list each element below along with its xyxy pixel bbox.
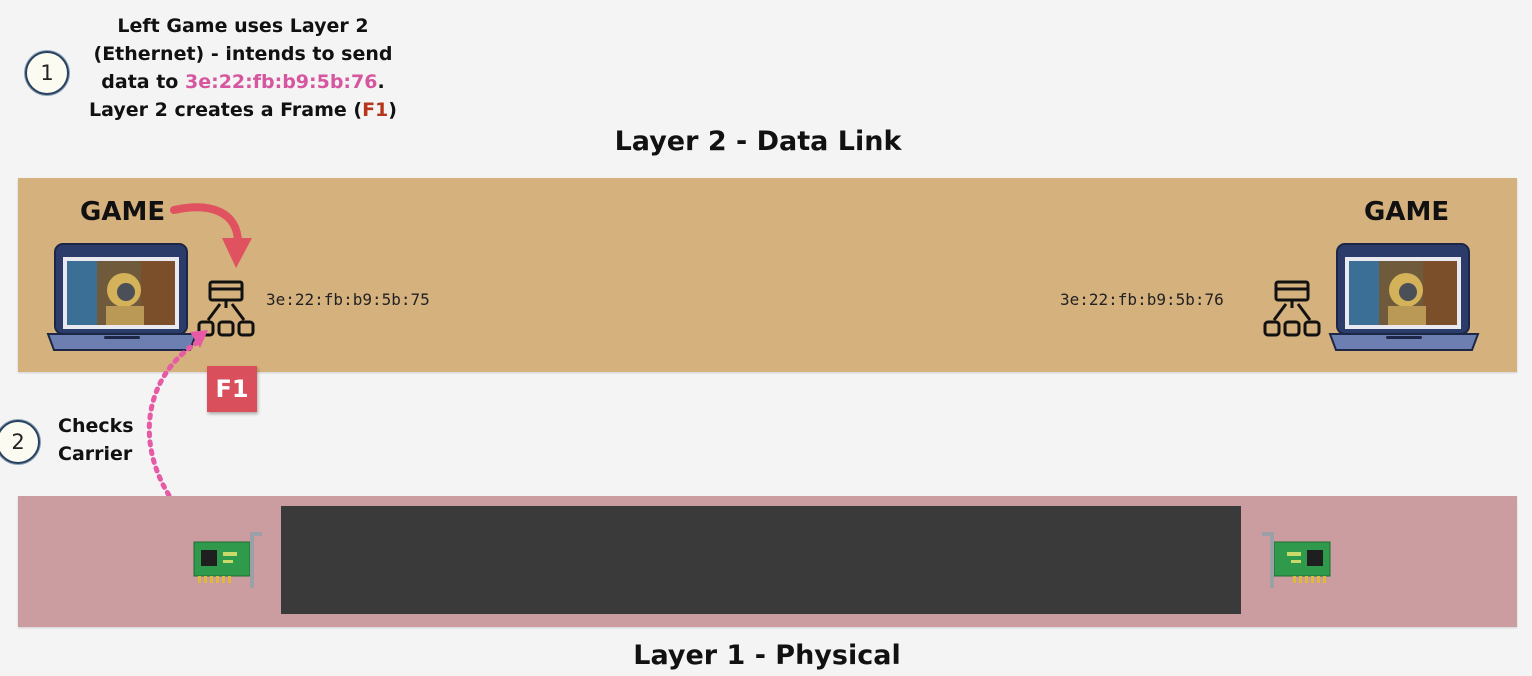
physical-medium-cable: [281, 506, 1241, 614]
left-game-label: GAME: [80, 197, 166, 227]
left-mac-address: 3e:22:fb:b9:5b:75: [266, 290, 430, 309]
left-laptop-icon: [46, 243, 198, 351]
step-2-circle: 2: [0, 420, 40, 464]
step-1-number: 1: [40, 61, 54, 85]
step-1-line-3-suffix: .: [377, 71, 385, 93]
step-1-description: Left Game uses Layer 2 (Ethernet) - inte…: [70, 12, 416, 124]
frame-reference: F1: [362, 99, 389, 121]
step-1-line-1: Left Game uses Layer 2: [117, 15, 369, 37]
left-network-hierarchy-icon: [197, 280, 255, 337]
layer-2-band: [18, 178, 1517, 372]
right-game-label: GAME: [1364, 197, 1450, 227]
destination-mac-highlight: 3e:22:fb:b9:5b:76: [184, 71, 378, 93]
step-1-line-4-suffix: ): [388, 99, 397, 121]
step-1-line-3: data to 3e:22:fb:b9:5b:76.: [70, 68, 416, 96]
right-laptop-icon: [1328, 243, 1480, 351]
step-2-number: 2: [11, 430, 25, 454]
step-2-line-2: Carrier: [58, 443, 133, 465]
step-2-description: Checks Carrier: [58, 412, 134, 468]
step-1-line-4-prefix: Layer 2 creates a Frame (: [89, 99, 363, 121]
right-network-card-icon: [1262, 532, 1331, 588]
frame-f1-box: F1: [207, 366, 257, 412]
right-mac-address: 3e:22:fb:b9:5b:76: [1060, 290, 1224, 309]
step-2-line-1: Checks: [58, 415, 134, 437]
right-network-hierarchy-icon: [1263, 280, 1321, 337]
layer-2-title: Layer 2 - Data Link: [614, 126, 902, 157]
step-1-line-2: (Ethernet) - intends to send: [93, 43, 393, 65]
step-1-line-4: Layer 2 creates a Frame (F1): [70, 96, 416, 124]
layer-1-title: Layer 1 - Physical: [633, 640, 901, 671]
frame-f1-label: F1: [215, 375, 249, 403]
step-1-circle: 1: [25, 51, 69, 95]
step-1-line-3-prefix: data to: [101, 71, 185, 93]
send-arrow-icon: [170, 203, 252, 268]
left-network-card-icon: [193, 532, 262, 588]
